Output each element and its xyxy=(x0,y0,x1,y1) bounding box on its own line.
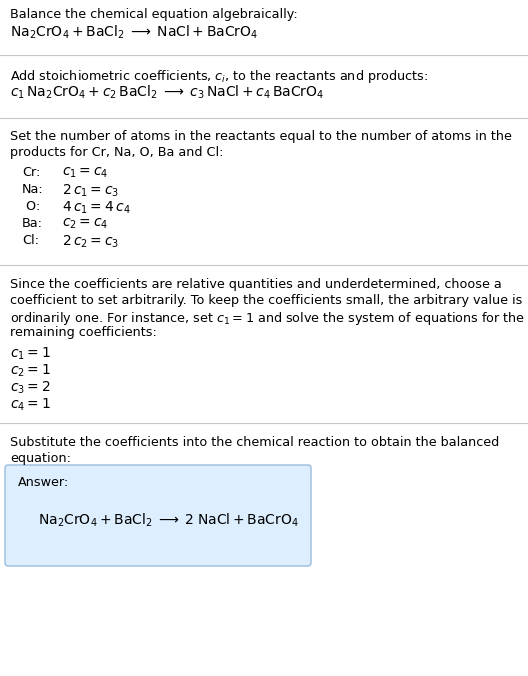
FancyBboxPatch shape xyxy=(5,465,311,566)
Text: remaining coefficients:: remaining coefficients: xyxy=(10,326,157,339)
Text: O:: O: xyxy=(22,200,40,213)
Text: $4\,c_1 = 4\,c_4$: $4\,c_1 = 4\,c_4$ xyxy=(62,200,130,216)
Text: Cl:: Cl: xyxy=(22,234,39,247)
Text: $c_4 = 1$: $c_4 = 1$ xyxy=(10,397,51,414)
Text: Set the number of atoms in the reactants equal to the number of atoms in the: Set the number of atoms in the reactants… xyxy=(10,130,512,143)
Text: equation:: equation: xyxy=(10,452,71,465)
Text: Add stoichiometric coefficients, $c_i$, to the reactants and products:: Add stoichiometric coefficients, $c_i$, … xyxy=(10,68,428,85)
Text: $c_1 = c_4$: $c_1 = c_4$ xyxy=(62,166,108,180)
Text: $2\,c_1 = c_3$: $2\,c_1 = c_3$ xyxy=(62,183,119,199)
Text: $c_1\,\mathrm{Na_2CrO_4} + c_2\,\mathrm{BaCl_2} \;\longrightarrow\; c_3\,\mathrm: $c_1\,\mathrm{Na_2CrO_4} + c_2\,\mathrm{… xyxy=(10,84,324,101)
Text: Answer:: Answer: xyxy=(18,476,69,489)
Text: $\mathrm{Na_2CrO_4 + BaCl_2 \;\longrightarrow\; NaCl + BaCrO_4}$: $\mathrm{Na_2CrO_4 + BaCl_2 \;\longright… xyxy=(10,24,258,41)
Text: $c_1 = 1$: $c_1 = 1$ xyxy=(10,346,51,362)
Text: $2\,c_2 = c_3$: $2\,c_2 = c_3$ xyxy=(62,234,119,250)
Text: $c_2 = c_4$: $c_2 = c_4$ xyxy=(62,217,108,231)
Text: $c_2 = 1$: $c_2 = 1$ xyxy=(10,363,51,379)
Text: $c_3 = 2$: $c_3 = 2$ xyxy=(10,380,51,396)
Text: Since the coefficients are relative quantities and underdetermined, choose a: Since the coefficients are relative quan… xyxy=(10,278,502,291)
Text: ordinarily one. For instance, set $c_1 = 1$ and solve the system of equations fo: ordinarily one. For instance, set $c_1 =… xyxy=(10,310,525,327)
Text: Substitute the coefficients into the chemical reaction to obtain the balanced: Substitute the coefficients into the che… xyxy=(10,436,499,449)
Text: coefficient to set arbitrarily. To keep the coefficients small, the arbitrary va: coefficient to set arbitrarily. To keep … xyxy=(10,294,522,307)
Text: $\mathrm{Na_2CrO_4 + BaCl_2 \;\longrightarrow\; 2\;NaCl + BaCrO_4}$: $\mathrm{Na_2CrO_4 + BaCl_2 \;\longright… xyxy=(38,512,299,529)
Text: Na:: Na: xyxy=(22,183,44,196)
Text: Cr:: Cr: xyxy=(22,166,40,179)
Text: products for Cr, Na, O, Ba and Cl:: products for Cr, Na, O, Ba and Cl: xyxy=(10,146,223,159)
Text: Ba:: Ba: xyxy=(22,217,43,230)
Text: Balance the chemical equation algebraically:: Balance the chemical equation algebraica… xyxy=(10,8,298,21)
